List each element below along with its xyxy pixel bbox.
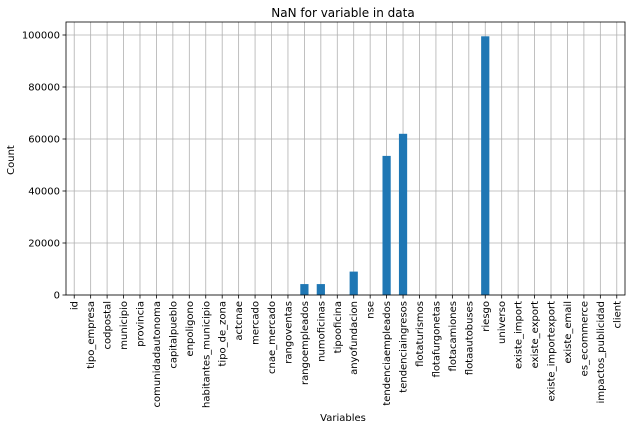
y-tick-labels: 0 20000 40000 60000 80000 100000 (22, 31, 60, 302)
x-tick-label: nse (366, 301, 377, 319)
x-tick-label: anyofundacion (349, 301, 360, 375)
x-tick-label: rangoempleados (300, 301, 311, 385)
x-tick-label: habitantes_municipio (201, 301, 212, 408)
x-tick-label: tendenciaingresos (399, 301, 410, 393)
bar-rangoempleados (300, 284, 309, 295)
bar-tendenciaempleados (382, 155, 391, 295)
x-tick-label: existe_email (563, 301, 574, 364)
bar-numoficinas (316, 284, 325, 295)
x-tick-label: impactos_publicidad (596, 301, 607, 403)
y-tick-label: 40000 (28, 187, 60, 198)
x-tick-label: es_ecommerce (579, 301, 590, 376)
x-tick-label: riesgo (481, 301, 492, 332)
x-tick-label: flotafurgonetas (431, 301, 442, 377)
x-tick-label: flotacamiones (448, 301, 459, 371)
y-tick-label: 80000 (28, 83, 60, 94)
x-tick-label: mercado (251, 301, 262, 345)
x-tick-label: flotaautobuses (464, 301, 475, 375)
x-tick-label: numoficinas (316, 301, 327, 362)
x-tick-label: provincia (135, 301, 146, 347)
x-tick-label: tipo_de_zona (218, 301, 229, 367)
plot-frame (65, 21, 626, 296)
x-axis-label: Variables (320, 413, 366, 424)
x-tick-label: rangoventas (283, 301, 294, 364)
y-tick-label: 60000 (28, 135, 60, 146)
x-tick-label: client (612, 301, 623, 329)
bar-anyofundacion (349, 271, 358, 295)
x-tick-labels: id tipo_empresa codpostal municipio provinci… (70, 301, 624, 408)
x-tick-label: tipo_empresa (86, 301, 97, 369)
y-tick-label: 20000 (28, 239, 60, 250)
x-tick-label: universo (497, 301, 508, 344)
y-tick-label: 100000 (22, 31, 60, 42)
bar-riesgo (481, 36, 490, 296)
x-tick-label: codpostal (103, 301, 114, 349)
grid-layer (66, 22, 625, 296)
x-tick-label: tipooficina (333, 301, 344, 353)
x-tick-label: municipio (119, 301, 130, 350)
x-tick-label: existe_importexport (547, 301, 558, 401)
x-tick-label: enpoligono (185, 301, 196, 356)
x-tick-label: capitalpueblo (168, 301, 179, 369)
x-tick-label: comunidadautonoma (152, 301, 163, 407)
bar-tendenciaingresos (398, 133, 408, 295)
y-tick-label: 0 (54, 291, 60, 302)
x-tick-label: cnae_mercado (267, 301, 278, 374)
axes-layer (62, 21, 626, 299)
x-tick-label: existe_import (514, 301, 525, 369)
x-tick-label: actcnae (234, 301, 245, 341)
x-tick-label: flotaturismos (415, 301, 426, 367)
chart-title: NaN for variable in data (271, 6, 414, 20)
bars-layer (300, 36, 490, 296)
y-axis-label: Count (6, 145, 17, 175)
x-tick-label: id (70, 301, 81, 310)
x-tick-label: existe_export (530, 301, 541, 368)
x-tick-label: tendenciaempleados (382, 301, 393, 406)
